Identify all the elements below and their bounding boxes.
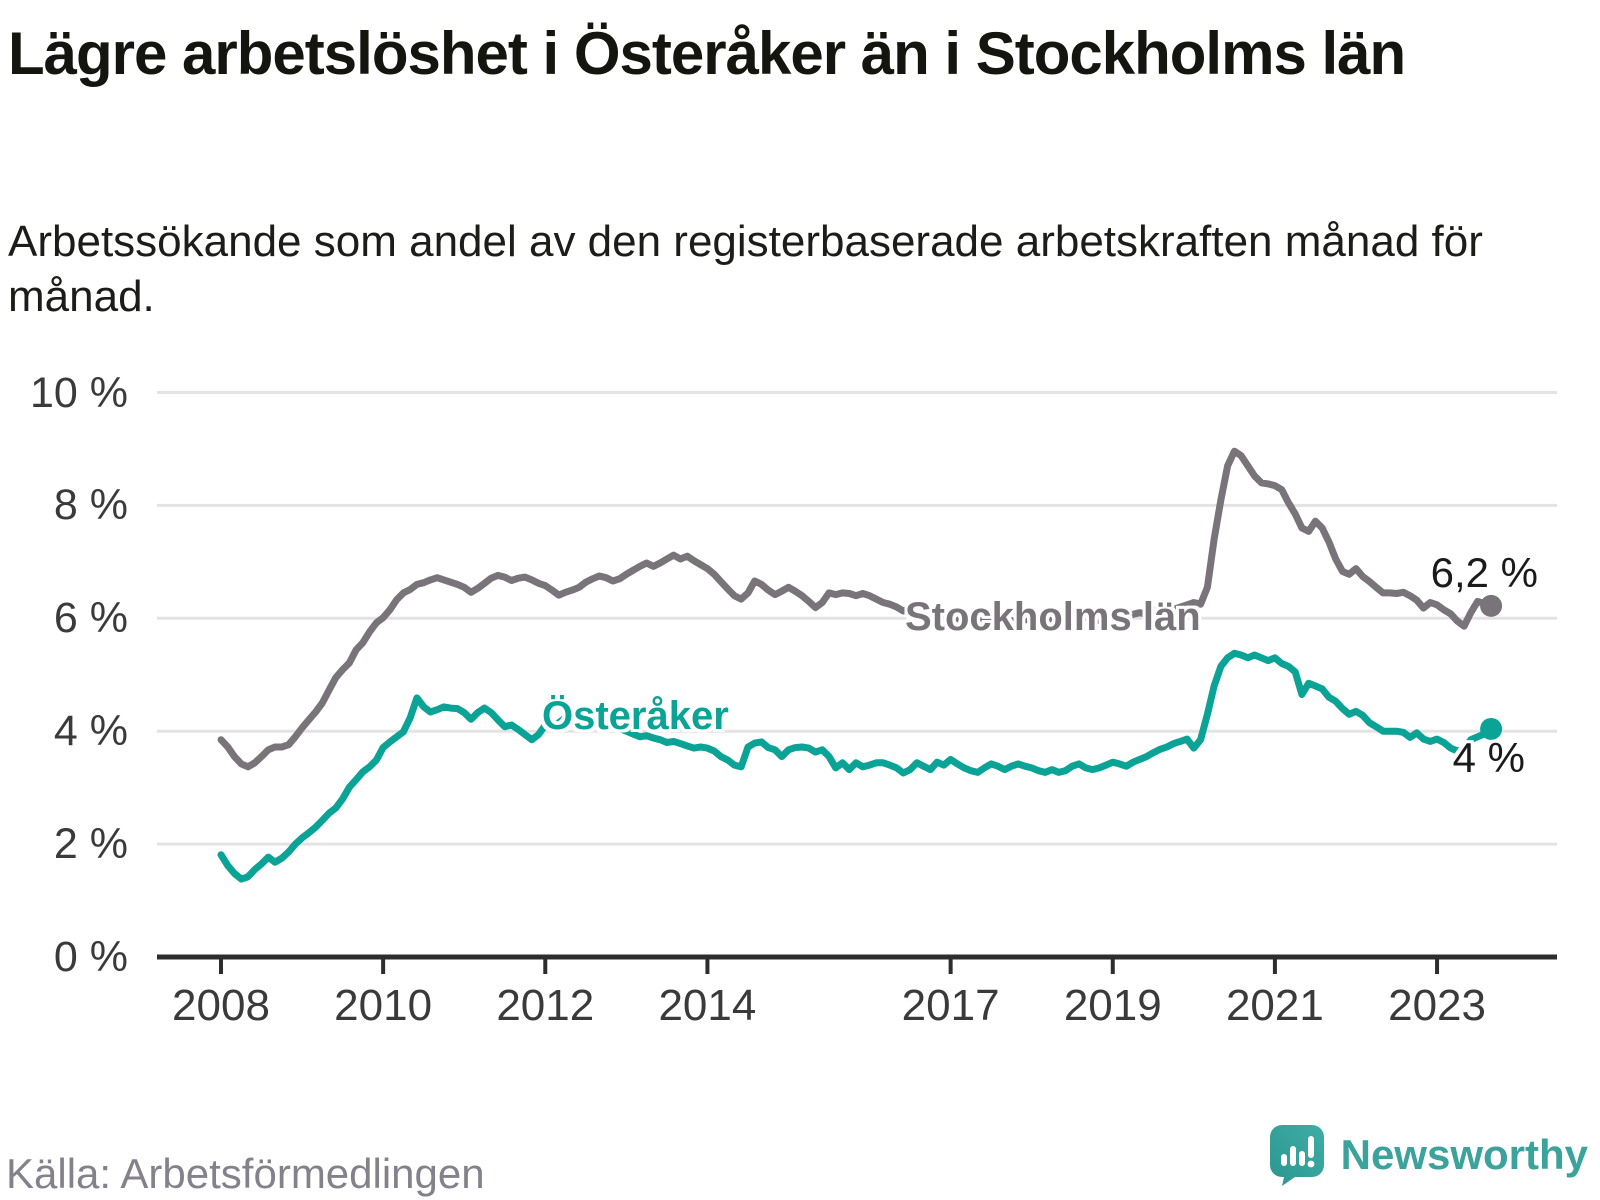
- newsworthy-wordmark: Newsworthy: [1340, 1131, 1588, 1178]
- speech-bubble-bar-chart-icon: [1269, 1125, 1324, 1186]
- series-line-osteraker: [217, 649, 1495, 883]
- series-line-stockholms-lan: [217, 447, 1495, 771]
- chart-title: Lägre arbetslöshet i Österåker än i Stoc…: [8, 20, 1406, 87]
- y-axis-label-10: 10 %: [29, 368, 128, 417]
- end-value-label-stockholms-lan: 6,2 %: [1430, 549, 1538, 596]
- x-axis-label-2010: 2010: [334, 981, 433, 1030]
- y-axis-label-0: 0 %: [53, 933, 128, 981]
- chart-subtitle: Arbetssökande som andel av den registerb…: [8, 217, 1483, 321]
- x-axis-label-2008: 2008: [172, 981, 270, 1030]
- newsworthy-branding: Newsworthy: [1269, 1124, 1588, 1186]
- source-note: Källa: Arbetsförmedlingen: [6, 1150, 485, 1197]
- y-axis-label-6: 6 %: [53, 594, 128, 643]
- series-label-osteraker: Österåker: [542, 694, 729, 738]
- end-dot-osteraker: [1480, 717, 1503, 740]
- y-axis-label-8: 8 %: [53, 481, 128, 530]
- y-axis-label-2: 2 %: [53, 820, 128, 869]
- end-value-label-osteraker: 4 %: [1452, 734, 1525, 781]
- y-axis-label-4: 4 %: [53, 707, 128, 756]
- end-dot-stockholms-lan: [1480, 594, 1503, 617]
- x-axis-label-2014: 2014: [658, 981, 757, 1030]
- x-axis-label-2019: 2019: [1063, 981, 1162, 1030]
- x-axis-label-2021: 2021: [1225, 981, 1324, 1030]
- series-label-stockholms-lan: Stockholms län: [905, 595, 1201, 639]
- x-axis-label-2012: 2012: [496, 981, 595, 1030]
- x-axis-label-2023: 2023: [1388, 981, 1486, 1030]
- x-axis-label-2017: 2017: [901, 981, 1000, 1030]
